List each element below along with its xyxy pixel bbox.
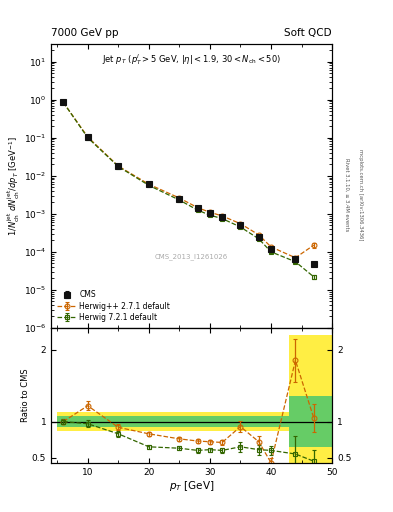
Y-axis label: Ratio to CMS: Ratio to CMS xyxy=(22,369,31,422)
Y-axis label: $1/N_{\rm ch}^{\rm jet}\ dN_{\rm ch}^{\rm jet}/dp_T\ [\rm GeV^{-1}]$: $1/N_{\rm ch}^{\rm jet}\ dN_{\rm ch}^{\r… xyxy=(6,136,22,236)
Text: Rivet 3.1.10, ≥ 3.4M events: Rivet 3.1.10, ≥ 3.4M events xyxy=(344,158,349,231)
Text: CMS_2013_I1261026: CMS_2013_I1261026 xyxy=(155,253,228,260)
Text: 7000 GeV pp: 7000 GeV pp xyxy=(51,28,119,38)
Text: Jet $p_T$ ($p_T^l>5$ GeV, $|\eta|<1.9$, $30<N_{\rm ch}<50$): Jet $p_T$ ($p_T^l>5$ GeV, $|\eta|<1.9$, … xyxy=(102,52,281,67)
Text: mcplots.cern.ch [arXiv:1306.3436]: mcplots.cern.ch [arXiv:1306.3436] xyxy=(358,149,363,240)
Text: Soft QCD: Soft QCD xyxy=(285,28,332,38)
X-axis label: $p_T$ [GeV]: $p_T$ [GeV] xyxy=(169,479,214,493)
Legend: CMS, Herwig++ 2.7.1 default, Herwig 7.2.1 default: CMS, Herwig++ 2.7.1 default, Herwig 7.2.… xyxy=(55,288,173,324)
